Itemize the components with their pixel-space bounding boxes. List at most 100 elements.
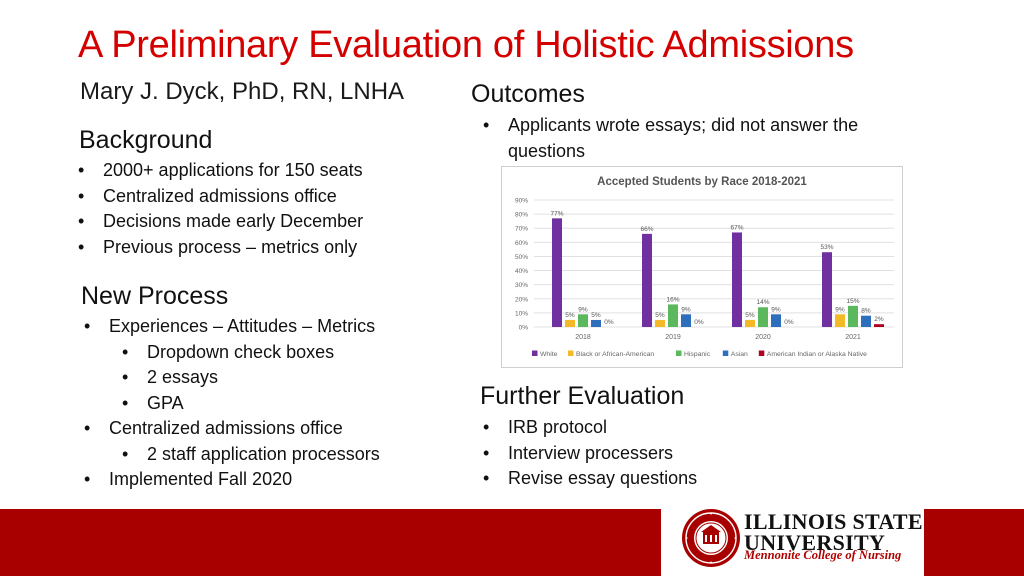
data-label: 9% (771, 306, 781, 313)
bullet-icon: • (483, 115, 490, 135)
legend-swatch (758, 350, 765, 356)
y-tick-label: 10% (515, 310, 528, 317)
legend-swatch (568, 350, 574, 356)
bullet-icon: • (84, 418, 91, 438)
y-tick-label: 50% (515, 254, 528, 261)
bar-asian-2019 (681, 314, 691, 327)
bar-asian-2018 (591, 319, 601, 327)
data-label: 15% (846, 298, 859, 305)
footer-bar-right (924, 509, 1024, 576)
y-tick-label: 60% (515, 240, 528, 247)
bullet-icon: • (78, 236, 85, 257)
bullet-icon: • (122, 392, 129, 413)
new-process-item: • Implemented Fall 2020 (84, 467, 380, 493)
new-process-item: • 2 staff application processors (122, 442, 380, 468)
bullet-icon: • (84, 316, 91, 336)
data-label: 2% (874, 316, 884, 323)
bar-asian-2020 (771, 314, 781, 327)
bullet-icon: • (78, 160, 85, 180)
bullet-icon: • (122, 367, 129, 387)
y-tick-label: 70% (515, 226, 528, 233)
data-label: 14% (756, 299, 769, 306)
new-process-item: • Centralized admissions office (84, 416, 380, 442)
bar-hispanic-2019 (668, 304, 678, 327)
y-tick-label: 30% (515, 282, 528, 289)
further-evaluation-item: • Revise essay questions (483, 466, 697, 492)
x-tick-label: 2019 (665, 334, 681, 341)
further-evaluation-heading: Further Evaluation (480, 382, 685, 410)
new-process-item: • 2 essays (122, 365, 380, 391)
data-label: 5% (591, 312, 601, 319)
data-label: 0% (604, 319, 614, 326)
chart-svg: Accepted Students by Race 2018-2021 0% 10%… (515, 176, 894, 358)
logo-line-2: UNIVERSITY (744, 530, 886, 555)
author-name: Mary J. Dyck, PhD, RN, LNHA (80, 78, 405, 105)
background-list: • 2000+ applications for 150 seats • Centra… (78, 158, 363, 261)
legend-swatch (676, 350, 682, 356)
race-bar-chart: Accepted Students by Race 2018-2021 0% 10%… (501, 166, 903, 368)
footer-bar-left (0, 509, 661, 576)
x-tick-label: 2021 (845, 334, 861, 341)
bullet-icon: • (78, 185, 85, 206)
slide-title: A Preliminary Evaluation of Holistic Adm… (78, 24, 854, 66)
new-process-heading: New Process (81, 282, 229, 310)
legend-entry: Asian (731, 351, 748, 358)
y-tick-label: 80% (515, 212, 528, 219)
new-process-list: • Experiences – Attitudes – Metrics • Dropd… (84, 314, 380, 493)
university-logo: ILLINOIS STATE UNIVERSITY Mennonite Coll… (678, 503, 923, 573)
bullet-icon: • (483, 442, 490, 463)
bar-american-indian-or-alaska-native-2021 (874, 324, 884, 327)
data-label: 0% (784, 319, 794, 326)
bar-hispanic-2020 (758, 307, 768, 327)
background-heading: Background (79, 126, 213, 154)
bullet-icon: • (84, 469, 91, 489)
further-evaluation-item: • IRB protocol (483, 415, 697, 441)
data-label: 9% (835, 306, 845, 313)
bullet-icon: • (122, 443, 129, 464)
bar-hispanic-2021 (848, 305, 858, 327)
new-process-item: • GPA (122, 391, 380, 417)
bar-hispanic-2018 (578, 314, 588, 327)
further-evaluation-item: • Interview processers (483, 441, 697, 467)
outcomes-item-continued: questions (508, 140, 586, 161)
background-item: • Previous process – metrics only (78, 235, 363, 261)
x-tick-label: 2020 (755, 334, 771, 341)
data-label: 53% (820, 244, 833, 251)
data-label: 66% (640, 226, 653, 233)
legend-swatch (532, 350, 538, 356)
data-label: 0% (694, 319, 704, 326)
data-label: 5% (745, 312, 755, 319)
bar-black-or-african-american-2018 (565, 319, 575, 327)
legend-entry: Hispanic (684, 351, 711, 358)
data-label: 5% (655, 312, 665, 319)
university-seal-icon (682, 509, 740, 567)
data-label: 9% (681, 306, 691, 313)
new-process-item: • Dropdown check boxes (122, 340, 380, 366)
data-label: 67% (730, 224, 743, 231)
data-label: 77% (550, 210, 563, 217)
bar-black-or-african-american-2020 (745, 319, 755, 327)
data-label: 9% (578, 306, 588, 313)
y-tick-label: 20% (515, 296, 528, 303)
chart-title: Accepted Students by Race 2018-2021 (597, 176, 807, 188)
new-process-item: • Experiences – Attitudes – Metrics (84, 314, 380, 340)
bullet-icon: • (78, 211, 85, 231)
legend-entry: American Indian or Alaska Native (767, 351, 867, 358)
logo-line-1: ILLINOIS STATE (744, 509, 923, 534)
legend-entry: White (540, 351, 558, 358)
legend-swatch (722, 350, 729, 356)
bar-white-2018 (552, 218, 562, 327)
outcomes-heading: Outcomes (471, 80, 585, 108)
y-tick-label: 40% (515, 268, 528, 275)
background-item: • 2000+ applications for 150 seats (78, 158, 363, 184)
y-tick-label: 0% (519, 325, 529, 332)
bar-black-or-african-american-2021 (835, 314, 845, 327)
x-tick-label: 2018 (575, 334, 591, 341)
bar-white-2020 (732, 232, 742, 327)
background-item: • Centralized admissions office (78, 184, 363, 210)
further-evaluation-list: • IRB protocol • Interview processers • Revis… (483, 415, 697, 492)
outcomes-item: • Applicants wrote essays; did not answer… (483, 113, 858, 139)
logo-line-3: Mennonite College of Nursing (744, 548, 902, 562)
outcomes-list: • Applicants wrote essays; did not answer… (483, 113, 858, 164)
y-tick-label: 90% (515, 198, 528, 205)
